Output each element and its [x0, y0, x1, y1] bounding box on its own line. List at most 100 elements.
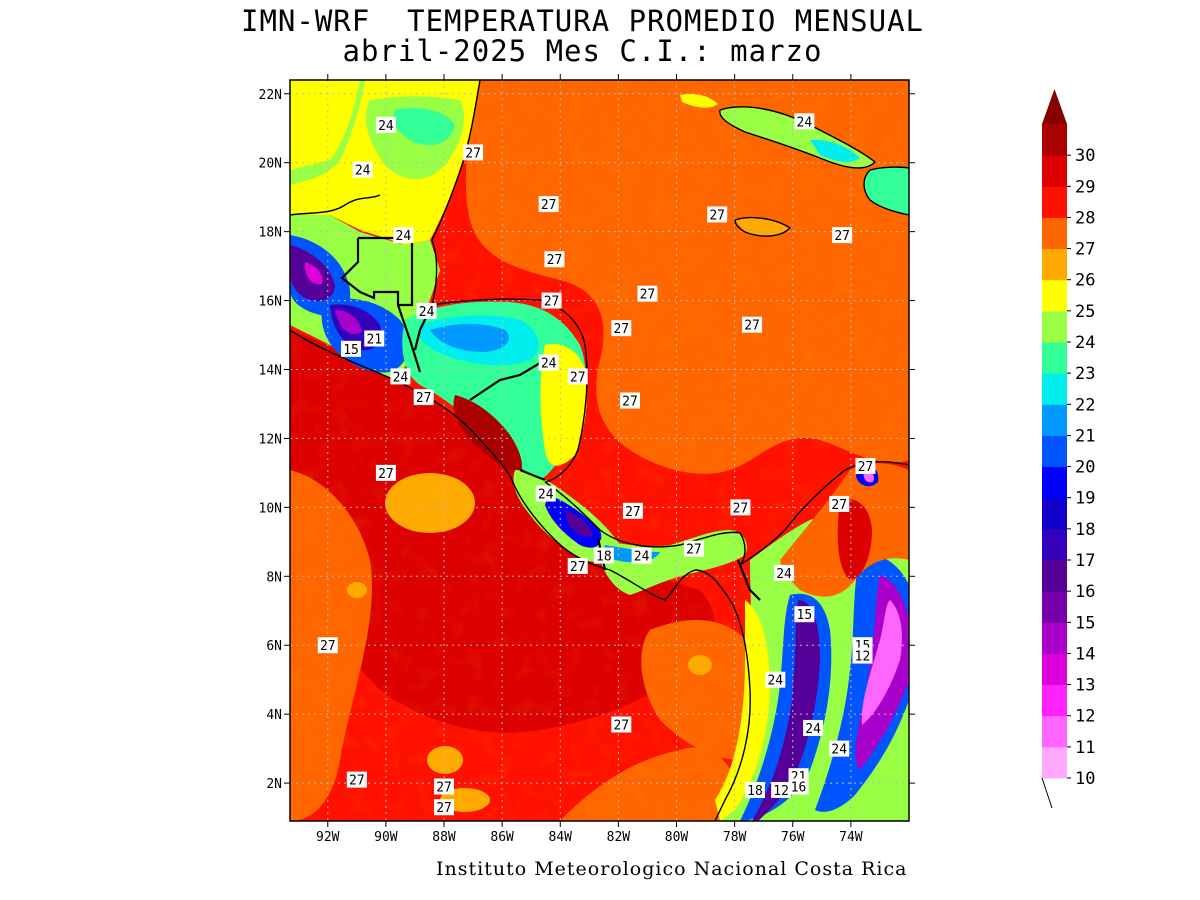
colorbar-level-label: 19 — [1075, 489, 1095, 509]
contour-label-text: 27 — [436, 781, 452, 796]
contour-label-bg — [541, 292, 562, 309]
contour-label-bg — [375, 116, 396, 133]
contour-label: 15 — [794, 606, 815, 623]
contour-label-text: 27 — [834, 229, 850, 244]
contour-label-text: 27 — [640, 288, 656, 303]
contour-label-text: 27 — [613, 718, 629, 733]
contour-label: 24 — [794, 113, 815, 130]
contour-label-bg — [416, 302, 437, 319]
colombia-andes-west-core — [752, 600, 820, 821]
contour-label-text: 24 — [805, 722, 821, 737]
contour-label-text: 27 — [831, 498, 847, 513]
contour-label-text: 24 — [396, 229, 412, 244]
contour-label: 24 — [774, 564, 795, 582]
contour-label-text: 27 — [544, 295, 560, 310]
contour-label-bg — [637, 285, 658, 302]
lat-tick-label: 12N — [259, 432, 282, 447]
contour-label: 24 — [352, 161, 373, 179]
contour-label-text: 24 — [538, 488, 554, 503]
talamanca-core — [565, 510, 593, 537]
contour-label: 27 — [375, 464, 396, 482]
contour-label-bg — [855, 458, 876, 475]
contour-label: 27 — [683, 540, 704, 558]
yucatan-west-land — [290, 80, 360, 170]
colorbar-level-label: 20 — [1075, 458, 1095, 478]
colorbar-box — [1042, 373, 1067, 405]
contour-label-bg — [434, 778, 455, 795]
contour-label-text: 27 — [613, 322, 629, 337]
plot-frame — [289, 79, 910, 822]
contour-label: 18 — [744, 781, 765, 799]
contour-label: 27 — [707, 206, 728, 223]
contour-label-text: 24 — [541, 357, 557, 372]
contour-label-bg — [730, 499, 751, 516]
contour-label-text: 27 — [686, 543, 702, 558]
colorbar-box — [1042, 653, 1067, 686]
contour-label-text: 24 — [767, 674, 783, 689]
contour-label-bg — [631, 547, 652, 564]
contour-label: 21 — [364, 330, 385, 347]
contour-label-bg — [567, 368, 588, 385]
contour-label-text: 24 — [393, 370, 409, 385]
contour-label-text: 27 — [465, 146, 481, 161]
contour-label: 27 — [611, 320, 632, 337]
lat-tick-label: 4N — [266, 708, 282, 723]
contour-label-bg — [611, 716, 632, 733]
colorbar-level-label: 22 — [1075, 395, 1095, 415]
colorbar-box — [1042, 560, 1067, 592]
credit-line: Instituto Meteorologico Nacional Costa R… — [436, 858, 908, 880]
colorbar-box — [1042, 155, 1067, 187]
colorbar-level-label: 21 — [1075, 426, 1095, 446]
colorbar-level-label: 24 — [1075, 333, 1095, 353]
lat-tick-label: 10N — [259, 501, 282, 516]
colorbar-over-arrow — [1042, 89, 1067, 124]
colorbar-box — [1042, 746, 1067, 779]
colorbar-box — [1042, 715, 1067, 748]
contour-label-bg — [771, 781, 792, 798]
magdalena-valley — [837, 498, 872, 580]
contour-label: 27 — [567, 368, 588, 385]
contour-label: 27 — [567, 557, 588, 575]
cuba-west-land — [680, 94, 718, 108]
contour-label: 24 — [631, 547, 652, 565]
contour-label-text: 24 — [419, 305, 435, 320]
lat-tick-label: 20N — [259, 157, 282, 172]
contour-label: 27 — [622, 502, 643, 520]
contour-label-text: 27 — [547, 253, 563, 268]
colorbar-level-label: 12 — [1075, 707, 1095, 727]
guatemala-highlands-peak — [335, 310, 362, 335]
contour-label: 24 — [393, 227, 414, 244]
colorbar-box — [1042, 310, 1067, 343]
contour-label-text: 15 — [797, 608, 813, 623]
colorbar-box — [1042, 248, 1067, 281]
colorbar-box — [1042, 591, 1067, 623]
contour-label-bg — [434, 799, 455, 816]
contour-label: 27 — [538, 196, 559, 213]
contour-label-text: 24 — [355, 164, 371, 179]
contour-label-text: 16 — [791, 781, 807, 796]
contour-label-text: 12 — [855, 650, 871, 665]
contour-label: 12 — [852, 647, 873, 665]
contour-label-bg — [765, 671, 786, 688]
colorbar-level-label: 14 — [1075, 644, 1095, 664]
contour-label-text: 27 — [625, 505, 641, 520]
contour-label-bg — [535, 485, 556, 502]
contour-label-text: 24 — [378, 119, 394, 134]
contour-label-bg — [774, 564, 795, 581]
contour-label: 27 — [730, 499, 751, 516]
colorbar-box — [1042, 342, 1067, 374]
lon-tick-label: 92W — [316, 830, 340, 845]
pacific-colombia-coast — [715, 600, 770, 821]
contour-label: 27 — [742, 316, 763, 334]
contour-label-text: 27 — [416, 391, 432, 406]
contour-label-bg — [352, 161, 373, 178]
contour-label: 27 — [832, 227, 853, 244]
coastlines — [290, 80, 909, 821]
contour-labels: 24 24 27 24 27 27 27 24 21 15 24 27 24 27 27 27 27 27 27 24… — [317, 113, 876, 816]
contour-label-bg — [803, 719, 824, 736]
contour-label-bg — [393, 227, 414, 244]
contour-label-bg — [620, 392, 641, 409]
contour-label-text: 27 — [320, 639, 336, 654]
contour-label-bg — [744, 781, 765, 798]
